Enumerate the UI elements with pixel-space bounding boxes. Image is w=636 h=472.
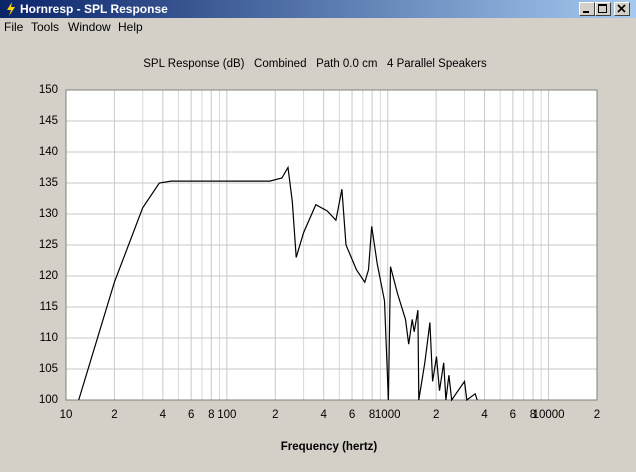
x-tick-label: 6 (188, 409, 194, 421)
y-tick-label: 120 (39, 270, 58, 282)
plot-frame (65, 89, 598, 401)
y-tick-label: 105 (39, 363, 58, 375)
spl-curve (78, 165, 478, 402)
y-tick-label: 125 (39, 239, 58, 251)
minimize-button[interactable] (579, 2, 595, 16)
x-tick-label: 4 (321, 409, 328, 421)
x-tick-label: 6 (349, 409, 355, 421)
x-tick-label: 10000 (533, 409, 565, 421)
x-tick-label: 8 (530, 409, 536, 421)
menu-item[interactable]: Tools (31, 20, 60, 34)
x-tick-label: 2 (111, 409, 117, 421)
x-tick-label: 2 (433, 409, 439, 421)
x-tick-label: 6 (510, 409, 516, 421)
menu-bar: File Tools Window Help (0, 18, 636, 36)
x-tick-label: 4 (160, 409, 167, 421)
close-icon (617, 4, 626, 13)
x-tick-label: 4 (481, 409, 488, 421)
y-tick-label: 100 (39, 394, 58, 406)
chart-title: SPL Response (dB) Combined Path 0.0 cm 4… (143, 58, 487, 70)
x-tick-label: 1000 (375, 409, 401, 421)
x-tick-label: 100 (217, 409, 236, 421)
menu-item[interactable]: Help (118, 20, 143, 34)
x-tick-label: 2 (594, 409, 600, 421)
y-tick-label: 110 (40, 332, 58, 344)
x-tick-label: 10 (60, 409, 73, 421)
x-tick-label: 2 (272, 409, 278, 421)
y-tick-label: 145 (39, 115, 58, 127)
x-tick-label: 8 (369, 409, 375, 421)
app-icon (7, 2, 15, 16)
window-title: Hornresp - SPL Response (20, 2, 168, 16)
y-tick-label: 115 (40, 301, 58, 313)
y-tick-label: 130 (39, 208, 58, 220)
y-tick-label: 140 (39, 146, 58, 158)
y-tick-label: 135 (39, 177, 58, 189)
maximize-button[interactable] (595, 2, 611, 16)
title-bar: Hornresp - SPL Response (0, 0, 636, 18)
menu-item[interactable]: Window (68, 20, 111, 34)
close-button[interactable] (614, 2, 630, 16)
y-tick-label: 150 (39, 84, 58, 96)
x-axis-label: Frequency (hertz) (281, 441, 378, 453)
menu-item[interactable]: File (4, 20, 24, 34)
x-tick-label: 8 (208, 409, 214, 421)
